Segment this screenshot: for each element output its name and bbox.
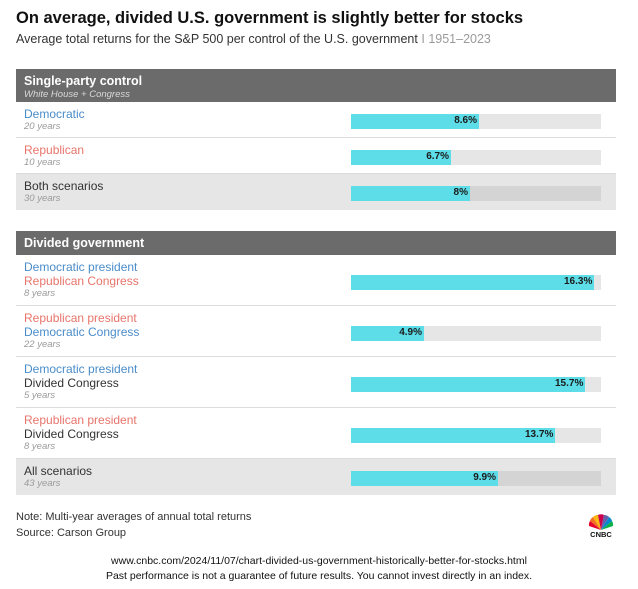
value-label: 16.3%	[564, 276, 593, 287]
row-labels: Democratic president Republican Congress 8…	[24, 260, 139, 300]
years-label: 22 years	[24, 339, 61, 350]
table-row: Both scenarios 30 years 8%	[16, 174, 616, 210]
bar-track: 15.7%	[351, 377, 601, 392]
row-labels: Republican president Democratic Congress 2…	[24, 311, 139, 351]
years-label: 8 years	[24, 441, 56, 452]
category-label: Republican president	[24, 413, 137, 427]
years-label: 43 years	[24, 478, 61, 489]
bar-track: 8.6%	[351, 114, 601, 129]
table-row: Democratic president Divided Congress 5 ye…	[16, 357, 616, 408]
chart-note: Note: Multi-year averages of annual tota…	[16, 511, 252, 523]
value-label: 6.7%	[426, 151, 449, 162]
category-label: Divided Congress	[24, 427, 119, 441]
subtitle-text: Average total returns for the S&P 500 pe…	[16, 32, 418, 46]
table-row: Republican 10 years 6.7%	[16, 138, 616, 174]
section-header: Divided government	[16, 231, 616, 255]
row-labels: Democratic 20 years	[24, 107, 85, 133]
section-header: Single-party control White House + Congre…	[16, 69, 616, 102]
table-row: Republican president Divided Congress 8 ye…	[16, 408, 616, 459]
category-label: Republican	[24, 143, 85, 157]
category-label: Democratic president	[24, 260, 138, 274]
years-label: 30 years	[24, 193, 61, 204]
bar	[351, 377, 585, 392]
value-label: 15.7%	[555, 378, 584, 389]
bar	[351, 471, 498, 486]
category-label: Democratic Congress	[24, 325, 140, 339]
table-row: Democratic 20 years 8.6%	[16, 102, 616, 138]
category-label: Republican president	[24, 311, 137, 325]
section-subtitle: White House + Congress	[24, 89, 130, 100]
years-label: 10 years	[24, 157, 61, 168]
value-label: 9.9%	[473, 472, 496, 483]
section-1: Single-party control White House + Congre…	[16, 69, 616, 210]
bar	[351, 275, 594, 290]
bar-track: 9.9%	[351, 471, 601, 486]
bar-track: 4.9%	[351, 326, 601, 341]
bar-track: 16.3%	[351, 275, 601, 290]
chart-source: Source: Carson Group	[16, 527, 127, 539]
category-label: Democratic	[24, 107, 85, 121]
row-labels: Democratic president Divided Congress 5 ye…	[24, 362, 137, 402]
years-label: 20 years	[24, 121, 61, 132]
bar-track: 8%	[351, 186, 601, 201]
table-row: Republican president Democratic Congress 2…	[16, 306, 616, 357]
row-labels: All scenarios 43 years	[24, 464, 92, 490]
source-url: www.cnbc.com/2024/11/07/chart-divided-us…	[111, 555, 527, 567]
value-label: 8.6%	[454, 115, 477, 126]
bar	[351, 326, 424, 341]
bar-track: 13.7%	[351, 428, 601, 443]
subtitle-range: 1951–2023	[428, 32, 491, 46]
table-row: All scenarios 43 years 9.9%	[16, 459, 616, 495]
category-label: Divided Congress	[24, 376, 119, 390]
bar-track: 6.7%	[351, 150, 601, 165]
value-label: 8%	[453, 187, 468, 198]
category-label: All scenarios	[24, 464, 93, 478]
bar	[351, 428, 555, 443]
section-title: Single-party control	[24, 74, 143, 88]
row-labels: Republican president Divided Congress 8 ye…	[24, 413, 137, 453]
bar	[351, 150, 451, 165]
category-label: Republican Congress	[24, 274, 139, 288]
table-row: Democratic president Republican Congress 8…	[16, 255, 616, 306]
peacock-logo-icon	[588, 514, 614, 530]
bar	[351, 114, 479, 129]
chart-subtitle: Average total returns for the S&P 500 pe…	[16, 32, 626, 46]
disclaimer: Past performance is not a guarantee of f…	[105, 570, 533, 582]
category-label: Democratic president	[24, 362, 138, 376]
bar	[351, 186, 470, 201]
chart-title: On average, divided U.S. government is s…	[16, 9, 524, 27]
value-label: 13.7%	[525, 429, 554, 440]
category-label: Both scenarios	[24, 179, 104, 193]
section-title: Divided government	[24, 236, 145, 250]
row-labels: Republican 10 years	[24, 143, 84, 169]
subtitle-separator: I	[421, 32, 425, 46]
cnbc-logo-text: CNBC	[590, 530, 612, 539]
section-2: Divided government Democratic president Re…	[16, 231, 616, 495]
years-label: 8 years	[24, 288, 56, 299]
years-label: 5 years	[24, 390, 56, 401]
row-labels: Both scenarios 30 years	[24, 179, 103, 205]
value-label: 4.9%	[399, 327, 422, 338]
